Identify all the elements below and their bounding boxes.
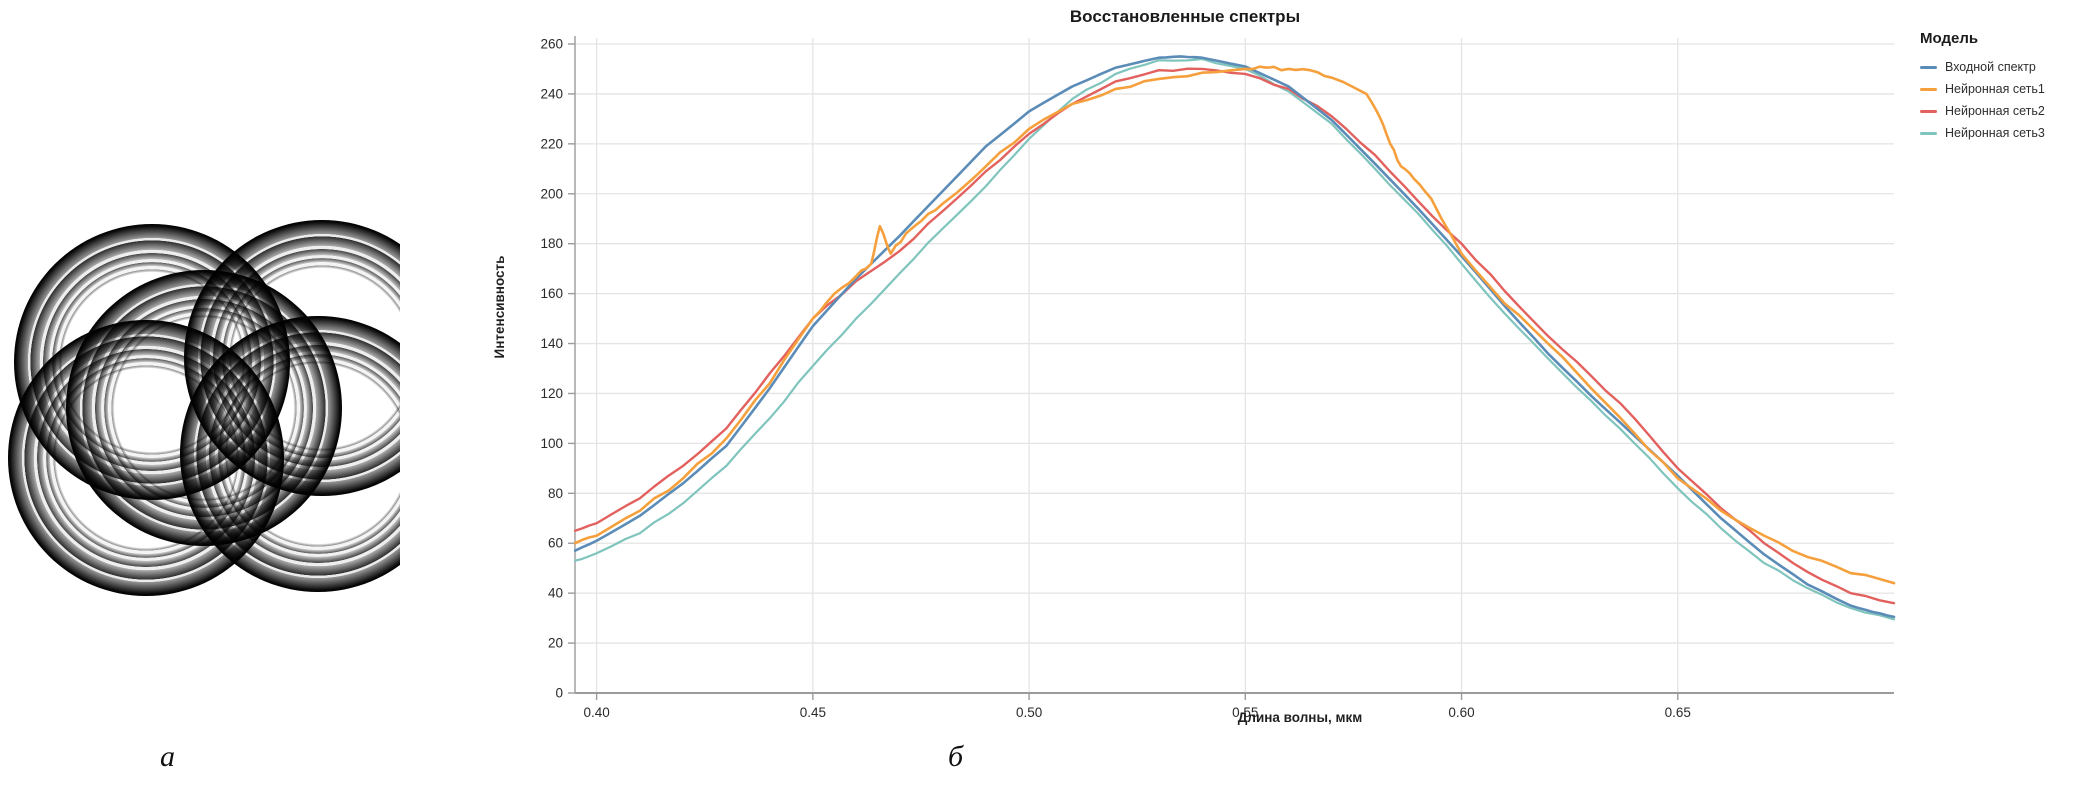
chart-title: Восстановленные спектры <box>1070 7 1300 26</box>
y-tick-label: 200 <box>540 186 563 201</box>
y-tick-label: 120 <box>540 386 563 401</box>
legend-item-4: Нейронная сеть3 <box>1920 122 2086 144</box>
legend-swatch-icon <box>1920 87 1937 91</box>
legend-item-2: Нейронная сеть1 <box>1920 78 2086 100</box>
y-tick-label: 240 <box>540 86 563 101</box>
legend-label: Нейронная сеть3 <box>1945 126 2045 140</box>
x-tick-label: 0.45 <box>800 705 826 720</box>
caption-b: б <box>948 740 964 773</box>
x-axis-title: Длина волны, мкм <box>1238 710 1362 725</box>
y-tick-label: 80 <box>548 486 563 501</box>
y-tick-label: 20 <box>548 636 563 651</box>
legend-label: Входной спектр <box>1945 60 2036 74</box>
legend-item-3: Нейронная сеть2 <box>1920 100 2086 122</box>
y-tick-label: 100 <box>540 436 563 451</box>
y-axis-title: Интенсивность <box>492 256 507 359</box>
y-tick-label: 60 <box>548 536 563 551</box>
legend-swatch-icon <box>1920 65 1937 69</box>
ring-annulus-5 <box>180 316 456 592</box>
axes <box>568 36 1894 700</box>
panel-b: 0 20 40 60 80 100 120 140 160 180 200 220 240 260 0.40… <box>480 0 1900 794</box>
legend-item-1: Входной спектр <box>1920 56 2086 78</box>
y-tick-label: 260 <box>540 37 563 52</box>
tick-labels: 0 20 40 60 80 100 120 140 160 180 200 220 240 260 0.40… <box>540 37 1690 721</box>
caption-a: а <box>160 740 175 773</box>
y-tick-label: 160 <box>540 286 563 301</box>
legend-swatch-icon <box>1920 109 1937 113</box>
legend-items: Входной спектр Нейронная сеть1 Нейронная с… <box>1920 56 2086 144</box>
ring-moire-pattern-image <box>8 220 460 596</box>
series-lines <box>574 55 1896 621</box>
spectra-line-chart: 0 20 40 60 80 100 120 140 160 180 200 220 240 260 0.40… <box>492 7 1896 725</box>
legend-label: Нейронная сеть1 <box>1945 82 2045 96</box>
y-tick-label: 0 <box>555 686 563 701</box>
x-tick-label: 0.55 <box>1232 705 1258 720</box>
x-tick-label: 0.60 <box>1448 705 1474 720</box>
x-tick-label: 0.65 <box>1665 705 1691 720</box>
gridlines <box>575 38 1894 693</box>
x-tick-label: 0.40 <box>583 705 609 720</box>
y-tick-label: 140 <box>540 336 563 351</box>
y-tick-label: 40 <box>548 586 563 601</box>
legend-swatch-icon <box>1920 131 1937 135</box>
y-tick-label: 180 <box>540 236 563 251</box>
series-line-2 <box>574 65 1896 585</box>
chart-legend: Модель Входной спектр Нейронная сеть1 Нейр… <box>1920 30 2086 144</box>
series-line-3 <box>574 67 1896 605</box>
legend-title: Модель <box>1920 30 1979 47</box>
y-tick-label: 220 <box>540 136 563 151</box>
series-line-4 <box>574 57 1896 621</box>
x-tick-label: 0.50 <box>1016 705 1042 720</box>
panel-a <box>4 212 460 604</box>
legend-label: Нейронная сеть2 <box>1945 104 2045 118</box>
series-line-1 <box>574 55 1896 619</box>
